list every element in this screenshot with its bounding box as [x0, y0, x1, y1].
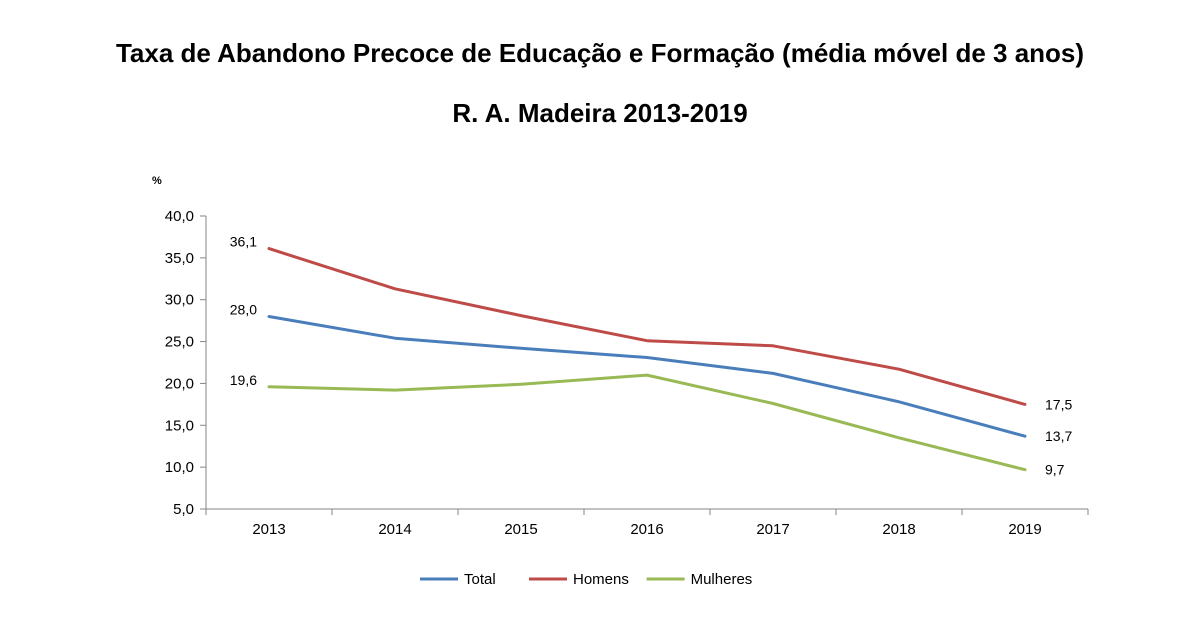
- y-tick-label: 15,0: [165, 417, 194, 434]
- chart-subtitle: R. A. Madeira 2013-2019: [452, 98, 748, 128]
- data-label-total: 13,7: [1045, 428, 1072, 444]
- y-tick-label: 20,0: [165, 375, 194, 392]
- legend-label-mulheres: Mulheres: [691, 571, 753, 588]
- legend-label-homens: Homens: [573, 571, 629, 588]
- series-line-mulheres: [267, 373, 1027, 472]
- y-axis-unit-label: %: [152, 175, 162, 187]
- data-label-total: 28,0: [230, 301, 257, 317]
- y-tick-label: 10,0: [165, 459, 194, 476]
- y-tick-label: 25,0: [165, 334, 194, 351]
- series-line-homens: [267, 247, 1027, 406]
- x-tick-label: 2018: [882, 521, 915, 538]
- data-label-homens: 17,5: [1045, 396, 1072, 412]
- chart-title: Taxa de Abandono Precoce de Educação e F…: [115, 38, 1085, 68]
- x-tick-label: 2013: [252, 521, 285, 538]
- data-label-mulheres: 9,7: [1045, 462, 1065, 478]
- x-tick-label: 2014: [378, 521, 411, 538]
- x-tick-label: 2016: [630, 521, 663, 538]
- y-tick-label: 5,0: [173, 501, 194, 518]
- x-tick-label: 2019: [1008, 521, 1041, 538]
- x-tick-label: 2017: [756, 521, 789, 538]
- legend-label-total: Total: [464, 571, 496, 588]
- y-tick-label: 30,0: [165, 292, 194, 309]
- y-tick-label: 35,0: [165, 250, 194, 267]
- data-label-homens: 36,1: [230, 234, 257, 250]
- series-line-total: [267, 315, 1027, 438]
- data-label-mulheres: 19,6: [230, 372, 257, 388]
- y-tick-label: 40,0: [165, 208, 194, 225]
- x-tick-label: 2015: [504, 521, 537, 538]
